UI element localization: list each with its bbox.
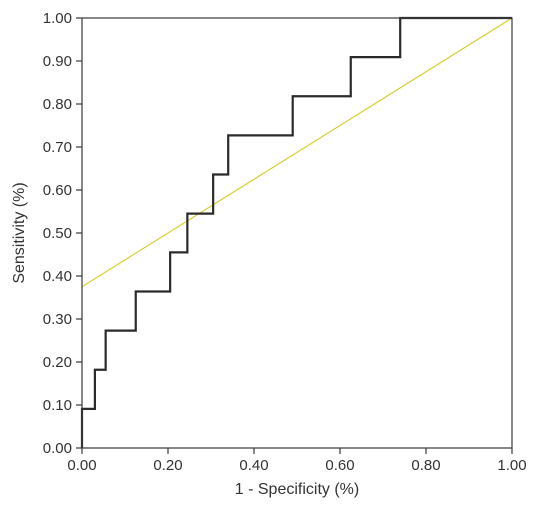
y-tick-label: 0.70 xyxy=(43,139,72,156)
y-tick-label: 0.20 xyxy=(43,354,72,371)
y-tick-label: 0.60 xyxy=(43,182,72,199)
x-tick-label: 0.00 xyxy=(67,457,96,474)
roc-chart-svg: 0.00 0.20 0.40 0.60 0.80 1.00 0.00 0.10 0.20 0.30… xyxy=(0,0,550,511)
y-tick-label: 0.40 xyxy=(43,268,72,285)
y-tick-label: 0.90 xyxy=(43,53,72,70)
y-tick-label: 1.00 xyxy=(43,10,72,27)
y-tick-label: 0.50 xyxy=(43,225,72,242)
x-tick-label: 0.20 xyxy=(153,457,182,474)
roc-chart: 0.00 0.20 0.40 0.60 0.80 1.00 0.00 0.10 0.20 0.30… xyxy=(0,0,550,511)
x-tick-label: 0.40 xyxy=(239,457,268,474)
x-tick-label: 0.60 xyxy=(325,457,354,474)
y-tick-label: 0.30 xyxy=(43,311,72,328)
y-axis-label: Sensitivity (%) xyxy=(11,182,28,283)
x-tick-label: 0.80 xyxy=(411,457,440,474)
y-tick-label: 0.00 xyxy=(43,440,72,457)
x-axis-label: 1 - Specificity (%) xyxy=(235,481,359,498)
y-tick-label: 0.80 xyxy=(43,96,72,113)
x-tick-label: 1.00 xyxy=(497,457,526,474)
y-tick-label: 0.10 xyxy=(43,397,72,414)
